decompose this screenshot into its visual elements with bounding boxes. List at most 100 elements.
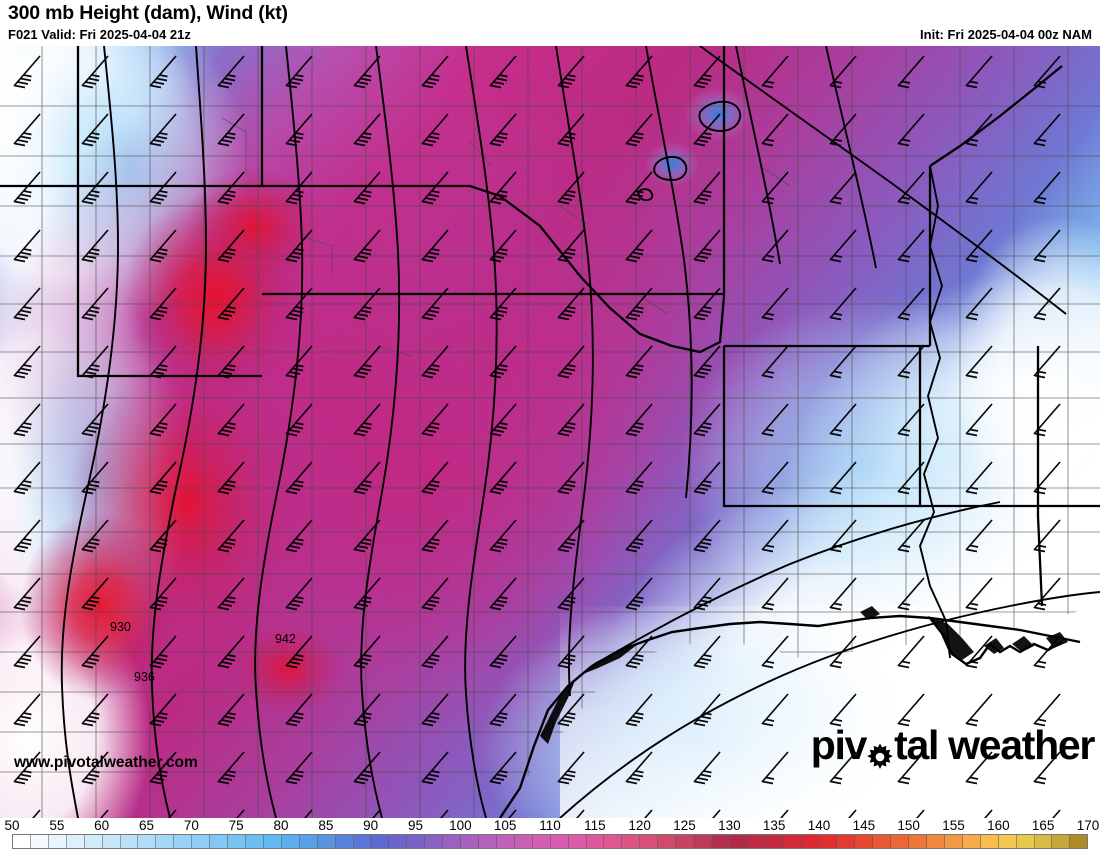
colorbar-cell <box>532 835 551 848</box>
colorbar-tick-label: 155 <box>942 818 965 833</box>
colorbar-tick-label: 145 <box>852 818 876 833</box>
colorbar-tick-label: 165 <box>1031 818 1055 833</box>
colorbar-cell <box>353 835 372 848</box>
pivotal-weather-logo[interactable]: piv tal weather <box>810 722 1095 769</box>
colorbar-cell <box>819 835 838 848</box>
colorbar-cell <box>1070 835 1088 848</box>
colorbar-cell <box>281 835 300 848</box>
colorbar-tick-label: 130 <box>718 818 741 833</box>
contour-label-942: 942 <box>275 632 296 646</box>
colorbar-cell <box>407 835 426 848</box>
colorbar-cell <box>371 835 390 848</box>
colorbar-cell <box>550 835 569 848</box>
colorbar-tick-label: 160 <box>987 818 1010 833</box>
contour-label-930: 930 <box>110 620 131 634</box>
colorbar-cell <box>13 835 31 848</box>
colorbar-cell <box>228 835 246 848</box>
colorbar-cell <box>694 835 712 848</box>
colorbar-cell <box>586 835 605 848</box>
colorbar-cell <box>496 835 515 848</box>
colorbar-tick-label: 170 <box>1076 818 1100 833</box>
colorbar-cell <box>891 835 910 848</box>
colorbar-tick-label: 115 <box>584 818 606 833</box>
colorbar-cell <box>729 835 748 848</box>
gear-icon <box>865 735 895 769</box>
colorbar-cell <box>604 835 623 848</box>
colorbar-tick-label: 75 <box>228 818 244 833</box>
colorbar-cell <box>909 835 928 848</box>
colorbar-cell <box>84 835 103 848</box>
colorbar-cell <box>317 835 336 848</box>
colorbar-tick-label: 100 <box>449 818 472 833</box>
colorbar-cell <box>962 835 981 848</box>
init-time-label: Init: Fri 2025-04-04 00z NAM <box>920 27 1092 42</box>
colorbar-cell <box>210 835 229 848</box>
colorbar-tick-label: 125 <box>673 818 696 833</box>
colorbar-cell <box>514 835 533 848</box>
colorbar-cell <box>801 835 820 848</box>
colorbar-cell <box>425 835 444 848</box>
colorbar-cell <box>765 835 784 848</box>
weather-map-canvas[interactable]: 930 942 936 <box>0 46 1100 818</box>
colorbar-cell <box>461 835 479 848</box>
colorbar-cell <box>138 835 157 848</box>
colorbar-cell <box>1016 835 1035 848</box>
colorbar-tick-label: 60 <box>94 818 110 833</box>
colorbar-cell <box>443 835 462 848</box>
colorbar-cell <box>478 835 497 848</box>
colorbar-cell <box>783 835 802 848</box>
colorbar-cell <box>335 835 354 848</box>
colorbar-tick-label: 90 <box>363 818 379 833</box>
colorbar-tick-label: 65 <box>138 818 155 833</box>
colorbar-tick-label: 150 <box>897 818 920 833</box>
colorbar-tick-label: 105 <box>493 818 517 833</box>
colorbar-tick-label: 80 <box>273 818 289 833</box>
colorbar-cell <box>998 835 1017 848</box>
map-header: 300 mb Height (dam), Wind (kt) F021 Vali… <box>0 0 1100 46</box>
colorbar-cell <box>48 835 67 848</box>
contour-labels: 930 942 936 <box>110 620 296 684</box>
logo-text-part1: piv <box>810 722 868 768</box>
valid-time-label: F021 Valid: Fri 2025-04-04 21z <box>8 27 191 42</box>
colorbar-cell <box>156 835 175 848</box>
colorbar-cell <box>299 835 318 848</box>
colorbar-cell <box>927 835 945 848</box>
colorbar-cell <box>855 835 874 848</box>
wind-barbs <box>0 46 1100 818</box>
contour-label-936: 936 <box>134 670 155 684</box>
colorbar-cell <box>30 835 49 848</box>
colorbar-tick-label: 135 <box>762 818 786 833</box>
colorbar-tick-label: 85 <box>318 818 334 833</box>
colorbar-ticks: 50 55 60 65 70 75 80 85 90 95 100 105 110 115 120 125 13… <box>0 818 1100 834</box>
colorbar: 50 55 60 65 70 75 80 85 90 95 100 105 110 115 120 125 13… <box>0 818 1100 850</box>
colorbar-tick-label: 55 <box>49 818 65 833</box>
website-watermark[interactable]: www.pivotalweather.com <box>14 754 198 771</box>
page-title: 300 mb Height (dam), Wind (kt) <box>8 2 288 24</box>
colorbar-cell <box>747 835 766 848</box>
colorbar-cell <box>837 835 856 848</box>
colorbar-cell <box>944 835 963 848</box>
colorbar-cell <box>640 835 659 848</box>
colorbar-cell <box>568 835 587 848</box>
colorbar-tick-label: 70 <box>183 818 199 833</box>
colorbar-cell <box>66 835 85 848</box>
colorbar-cell <box>1034 835 1053 848</box>
colorbar-cell <box>192 835 211 848</box>
colorbar-tick-label: 140 <box>807 818 831 833</box>
colorbar-cell <box>873 835 892 848</box>
colorbar-cell <box>245 835 264 848</box>
colorbar-tick-label: 95 <box>407 818 424 833</box>
map-svg: 930 942 936 <box>0 46 1100 818</box>
colorbar-swatches <box>12 834 1088 849</box>
colorbar-cell <box>174 835 193 848</box>
colorbar-tick-label: 110 <box>539 818 561 833</box>
colorbar-tick-label: 120 <box>628 818 651 833</box>
colorbar-cell <box>389 835 408 848</box>
colorbar-cell <box>1052 835 1071 848</box>
colorbar-cell <box>676 835 695 848</box>
colorbar-cell <box>980 835 999 848</box>
colorbar-cell <box>102 835 121 848</box>
colorbar-cell <box>622 835 641 848</box>
colorbar-tick-label: 50 <box>4 818 20 833</box>
